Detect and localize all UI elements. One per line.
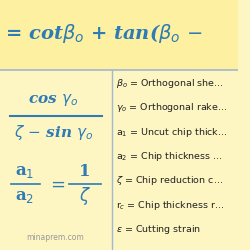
Text: a$_2$: a$_2$ bbox=[16, 188, 34, 205]
Text: $\zeta$: $\zeta$ bbox=[79, 185, 90, 207]
Text: a$_2$ = Chip thickness ...: a$_2$ = Chip thickness ... bbox=[116, 150, 222, 163]
Text: $\varepsilon$ = Cutting strain: $\varepsilon$ = Cutting strain bbox=[116, 223, 201, 236]
Text: = cot$\beta_o$ + tan($\beta_o$ $-$: = cot$\beta_o$ + tan($\beta_o$ $-$ bbox=[5, 22, 202, 45]
Text: a$_1$ = Uncut chip thick...: a$_1$ = Uncut chip thick... bbox=[116, 126, 227, 139]
Text: r$_c$ = Chip thickness r...: r$_c$ = Chip thickness r... bbox=[116, 198, 224, 211]
Text: minaprem.com: minaprem.com bbox=[26, 233, 84, 242]
Text: $\zeta$ = Chip reduction c...: $\zeta$ = Chip reduction c... bbox=[116, 174, 223, 187]
Text: a$_1$: a$_1$ bbox=[15, 163, 35, 180]
Text: cos $\gamma_o$: cos $\gamma_o$ bbox=[28, 92, 79, 108]
Text: $\gamma_o$ = Orthogonal rake...: $\gamma_o$ = Orthogonal rake... bbox=[116, 102, 227, 114]
Text: $\beta_o$ = Orthogonal she...: $\beta_o$ = Orthogonal she... bbox=[116, 77, 223, 90]
Text: 1: 1 bbox=[79, 163, 90, 180]
Bar bbox=[0, 0, 238, 70]
Text: $=$: $=$ bbox=[47, 175, 65, 193]
Text: $\zeta$ $-$ sin $\gamma_o$: $\zeta$ $-$ sin $\gamma_o$ bbox=[14, 123, 94, 142]
